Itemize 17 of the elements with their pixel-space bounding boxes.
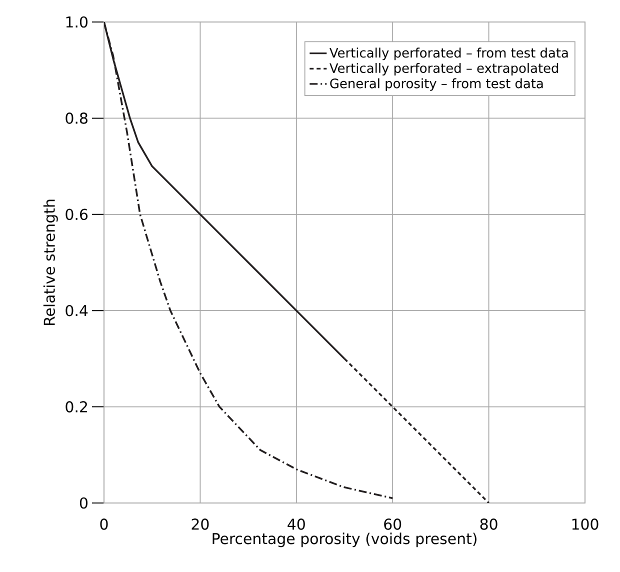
x-axis-title: Percentage porosity (voids present) [212, 532, 476, 548]
x-tick-label: 40 [288, 518, 305, 530]
x-tick-label: 20 [192, 518, 209, 530]
y-tick-label: 0.6 [66, 208, 88, 220]
y-tick-label: 0.2 [66, 401, 87, 412]
y-tick-label: 0.8 [66, 112, 88, 124]
x-tick-label: 60 [384, 518, 402, 530]
y-axis-title: Relative strength [43, 200, 58, 326]
legend-label: Vertically perforated – from test data [330, 48, 568, 60]
y-tick-label: 0 [80, 497, 88, 509]
y-tick-label: 1.0 [66, 16, 88, 28]
legend-label: General porosity – from test data [330, 78, 543, 91]
x-tick-label: 0 [100, 518, 108, 530]
x-tick-label: 100 [572, 518, 598, 530]
x-tick-label: 80 [480, 518, 498, 530]
legend-label: Vertically perforated – extrapolated [330, 62, 558, 76]
y-tick-label: 0.4 [66, 304, 88, 316]
